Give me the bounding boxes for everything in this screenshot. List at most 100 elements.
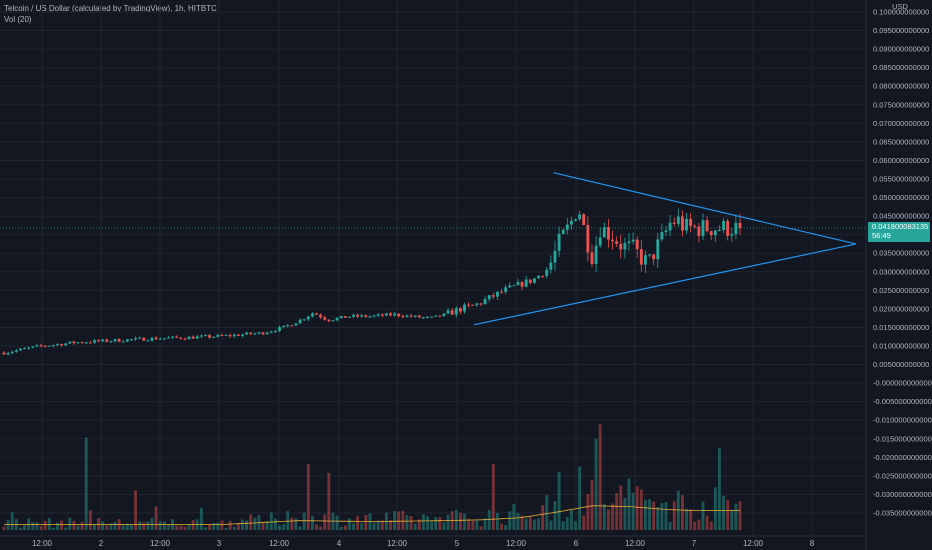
price-tick-label: 0.075000000000 [873,100,929,109]
candle-body [409,315,413,317]
volume-bar [598,424,602,530]
candle-body [278,327,281,332]
candle-body [113,339,117,342]
candle-body [685,218,688,231]
volume-bar [389,520,392,530]
volume-bar [495,512,499,530]
volume-bar [241,519,244,530]
candle-body [134,337,138,340]
volume-bar [541,505,545,530]
candle-body [167,337,170,339]
price-tick-label: 0.065000000000 [873,137,929,146]
candle-body [93,340,96,343]
volume-bar [278,525,281,530]
price-tick-label: 0.095000000000 [873,26,929,35]
price-tick-label: 0.080000000000 [873,82,929,91]
candle-body [565,224,569,230]
candle-body [187,336,191,340]
volume-bar [631,492,635,530]
candle-body [319,314,323,318]
candle-body [393,313,397,316]
price-tick-label: 0.010000000000 [873,342,929,351]
candle-body [286,325,290,327]
candle-body [487,295,491,300]
candle-body [602,227,606,238]
trendline-lower[interactable] [473,243,857,326]
volume-bar [372,522,376,530]
volume-bar [401,510,405,530]
candle-body [516,282,520,286]
price-tick-label: 0.090000000000 [873,45,929,54]
candle-body [154,337,158,340]
time-tick-label: 6 [574,539,579,548]
volume-bar [105,525,109,530]
candle-body [722,220,725,230]
candle-body [23,348,26,350]
candle-body [195,336,199,339]
volume-bar [405,514,409,530]
volume-bar [228,521,232,530]
last-price-box [868,221,930,242]
candle-body [726,220,730,236]
volume-bar [697,519,701,530]
candle-body [352,314,355,317]
candle-body [228,335,232,337]
volume-bar [537,518,540,530]
price-tick-label: 0.050000000000 [873,193,929,202]
volume-bar [220,520,224,530]
volume-bar [179,525,183,530]
candle-body [76,342,80,344]
price-axis[interactable]: 0.100000000000 0.095000000000 0.0900000000… [873,8,932,518]
volume-bar [586,493,590,530]
candle-body [709,231,713,236]
candle-body [384,313,388,316]
candle-body [51,344,55,346]
volume-bar [327,472,331,530]
candle-body [442,313,446,317]
candle-body [39,345,43,347]
candle-body [212,336,216,338]
volume-bar [623,497,627,530]
volume-bar [113,522,117,530]
time-axis[interactable]: 12:00 2 12:00 3 12:00 4 12:00 5 12:00 6 12:00 7 12:0… [32,539,815,548]
price-tick-label: -0.005000000000 [873,397,932,406]
volume-bar [611,503,614,530]
volume-bar [668,521,672,530]
candle-body [590,252,594,264]
triangle-trendlines[interactable] [473,172,857,326]
time-tick-label: 3 [217,539,222,548]
volume-bar [39,526,43,530]
volume-bar [504,524,508,530]
candle-body [578,214,582,220]
volume-bar [269,512,273,530]
volume-bar [43,520,47,530]
volume-bar [590,479,594,530]
candle-body [121,341,125,343]
volume-bar [615,492,619,530]
volume-bar [298,526,302,530]
candle-body [261,332,265,335]
time-tick-label: 12:00 [269,539,290,548]
price-tick-label: 0.085000000000 [873,63,929,72]
candle-body [528,279,532,283]
volume-bar [417,519,421,530]
candle-body [438,315,442,317]
price-tick-label: 0.030000000000 [873,267,929,276]
candle-body [512,285,516,287]
volume-bar [705,515,709,530]
volume-bar [364,515,368,530]
volume-bar [421,514,425,530]
candle-body [417,315,421,318]
trendline-upper[interactable] [553,172,857,245]
price-tick-label: 0.005000000000 [873,360,929,369]
volume-bar [619,485,623,530]
candle-body [619,243,623,250]
candle-body [541,275,545,277]
candle-body [631,239,635,242]
candle-body [220,334,224,336]
candle-body [35,345,39,347]
candle-body [27,347,31,349]
volume-bar [397,511,401,530]
